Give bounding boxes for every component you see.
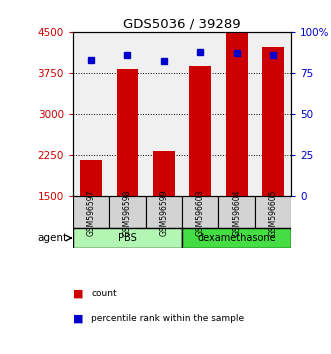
Text: count: count [91,289,117,298]
Text: GSM596599: GSM596599 [159,189,168,235]
Text: agent: agent [37,233,68,243]
Bar [146,196,182,228]
Bar [109,196,146,228]
Text: GSM596603: GSM596603 [196,189,205,235]
Text: GSM596604: GSM596604 [232,189,241,235]
Bar [262,47,284,196]
Bar [80,160,102,196]
Text: percentile rank within the sample: percentile rank within the sample [91,314,244,323]
Text: PBS: PBS [118,233,137,243]
Bar [117,69,138,196]
Bar [226,33,248,196]
Text: ■: ■ [73,314,83,324]
Bar [182,228,291,248]
Bar [189,67,211,196]
Text: ■: ■ [73,289,83,299]
Bar [73,228,182,248]
Bar [255,196,291,228]
Text: GSM596598: GSM596598 [123,189,132,235]
Title: GDS5036 / 39289: GDS5036 / 39289 [123,18,241,31]
Bar [218,196,255,228]
Text: GSM596597: GSM596597 [86,189,96,235]
Text: GSM596605: GSM596605 [268,189,278,235]
Bar [153,151,175,196]
Bar [73,196,109,228]
Text: dexamethasone: dexamethasone [197,233,276,243]
Bar [182,196,218,228]
